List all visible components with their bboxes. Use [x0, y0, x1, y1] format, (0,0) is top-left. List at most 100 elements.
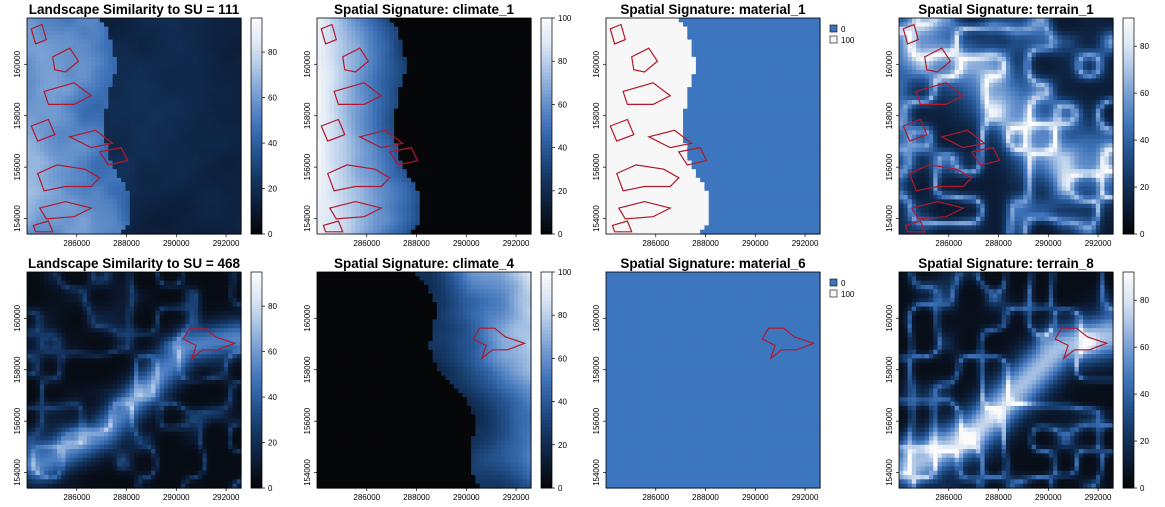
raster-cell [501, 199, 506, 204]
raster-cell [343, 122, 348, 127]
raster-cell [518, 152, 523, 157]
raster-cell [228, 91, 233, 96]
raster-cell [74, 109, 79, 114]
raster-cell [411, 40, 416, 45]
raster-cell [117, 221, 122, 226]
raster-cell [415, 152, 420, 157]
raster-cell [330, 74, 335, 79]
raster-cell [83, 44, 88, 49]
raster-cell [181, 130, 186, 135]
colorbar-step [251, 133, 262, 137]
raster-cell [117, 91, 122, 96]
raster-cell [168, 22, 173, 27]
raster-cell [343, 27, 348, 32]
raster-cell [160, 182, 165, 187]
raster-cell [31, 96, 36, 101]
raster-cell [66, 148, 71, 153]
raster-cell [211, 212, 216, 217]
raster-cell [501, 61, 506, 66]
raster-cell [31, 78, 36, 83]
raster-cell [207, 109, 212, 114]
raster-cell [27, 221, 32, 226]
raster-cell [373, 161, 378, 166]
raster-cell [454, 91, 459, 96]
raster-cell [147, 87, 152, 92]
raster-cell [134, 53, 139, 58]
raster-cell [450, 74, 455, 79]
raster-cell [458, 78, 463, 83]
raster-cell [202, 96, 207, 101]
raster-cell [168, 186, 173, 191]
raster-cell [48, 74, 53, 79]
raster-cell [40, 109, 45, 114]
raster-cell [398, 87, 403, 92]
raster-cell [125, 178, 130, 183]
raster-cell [36, 117, 41, 122]
raster-cell [411, 31, 416, 36]
colorbar-step [251, 212, 262, 216]
raster-cell [437, 66, 442, 71]
raster-cell [100, 18, 105, 23]
raster-cell [484, 126, 489, 131]
raster-cell [147, 208, 152, 213]
raster-cell [31, 148, 36, 153]
raster-cell [130, 126, 135, 131]
raster-cell [317, 104, 322, 109]
raster-cell [155, 66, 160, 71]
raster-cell [138, 113, 143, 118]
raster-cell [377, 57, 382, 62]
raster-cell [330, 191, 335, 196]
raster-cell [420, 74, 425, 79]
raster-cell [130, 178, 135, 183]
raster-cell [190, 156, 195, 161]
raster-cell [441, 27, 446, 32]
raster-cell [177, 130, 182, 135]
raster-cell [492, 53, 497, 58]
raster-cell [471, 212, 476, 217]
raster-cell [113, 174, 118, 179]
raster-cell [61, 66, 66, 71]
raster-cell [78, 199, 83, 204]
raster-cell [394, 126, 399, 131]
raster-cell [48, 104, 53, 109]
raster-cell [458, 152, 463, 157]
raster-cell [488, 165, 493, 170]
raster-cell [338, 70, 343, 75]
raster-cell [232, 18, 237, 23]
raster-cell [407, 22, 412, 27]
raster-cell [95, 217, 100, 222]
raster-cell [113, 217, 118, 222]
raster-cell [394, 165, 399, 170]
raster-cell [492, 156, 497, 161]
raster-cell [403, 18, 408, 23]
raster-cell [198, 53, 203, 58]
raster-cell [522, 53, 527, 58]
raster-cell [360, 70, 365, 75]
raster-cell [83, 104, 88, 109]
raster-cell [130, 40, 135, 45]
raster [317, 18, 532, 235]
raster-cell [190, 78, 195, 83]
raster-cell [185, 22, 190, 27]
raster-cell [113, 178, 118, 183]
raster-cell [138, 143, 143, 148]
raster-cell [488, 221, 493, 226]
raster-cell [488, 31, 493, 36]
raster-cell [74, 31, 79, 36]
raster-cell [480, 70, 485, 75]
raster-cell [445, 122, 450, 127]
raster-cell [385, 74, 390, 79]
raster-cell [484, 18, 489, 23]
raster-cell [475, 156, 480, 161]
raster-cell [202, 182, 207, 187]
raster-cell [48, 208, 53, 213]
raster-cell [463, 70, 468, 75]
colorbar-step [251, 162, 262, 166]
raster-cell [347, 178, 352, 183]
raster-cell [475, 178, 480, 183]
raster-cell [334, 104, 339, 109]
raster-cell [27, 35, 32, 40]
raster-cell [377, 161, 382, 166]
colorbar-step [251, 184, 262, 188]
raster-cell [338, 61, 343, 66]
